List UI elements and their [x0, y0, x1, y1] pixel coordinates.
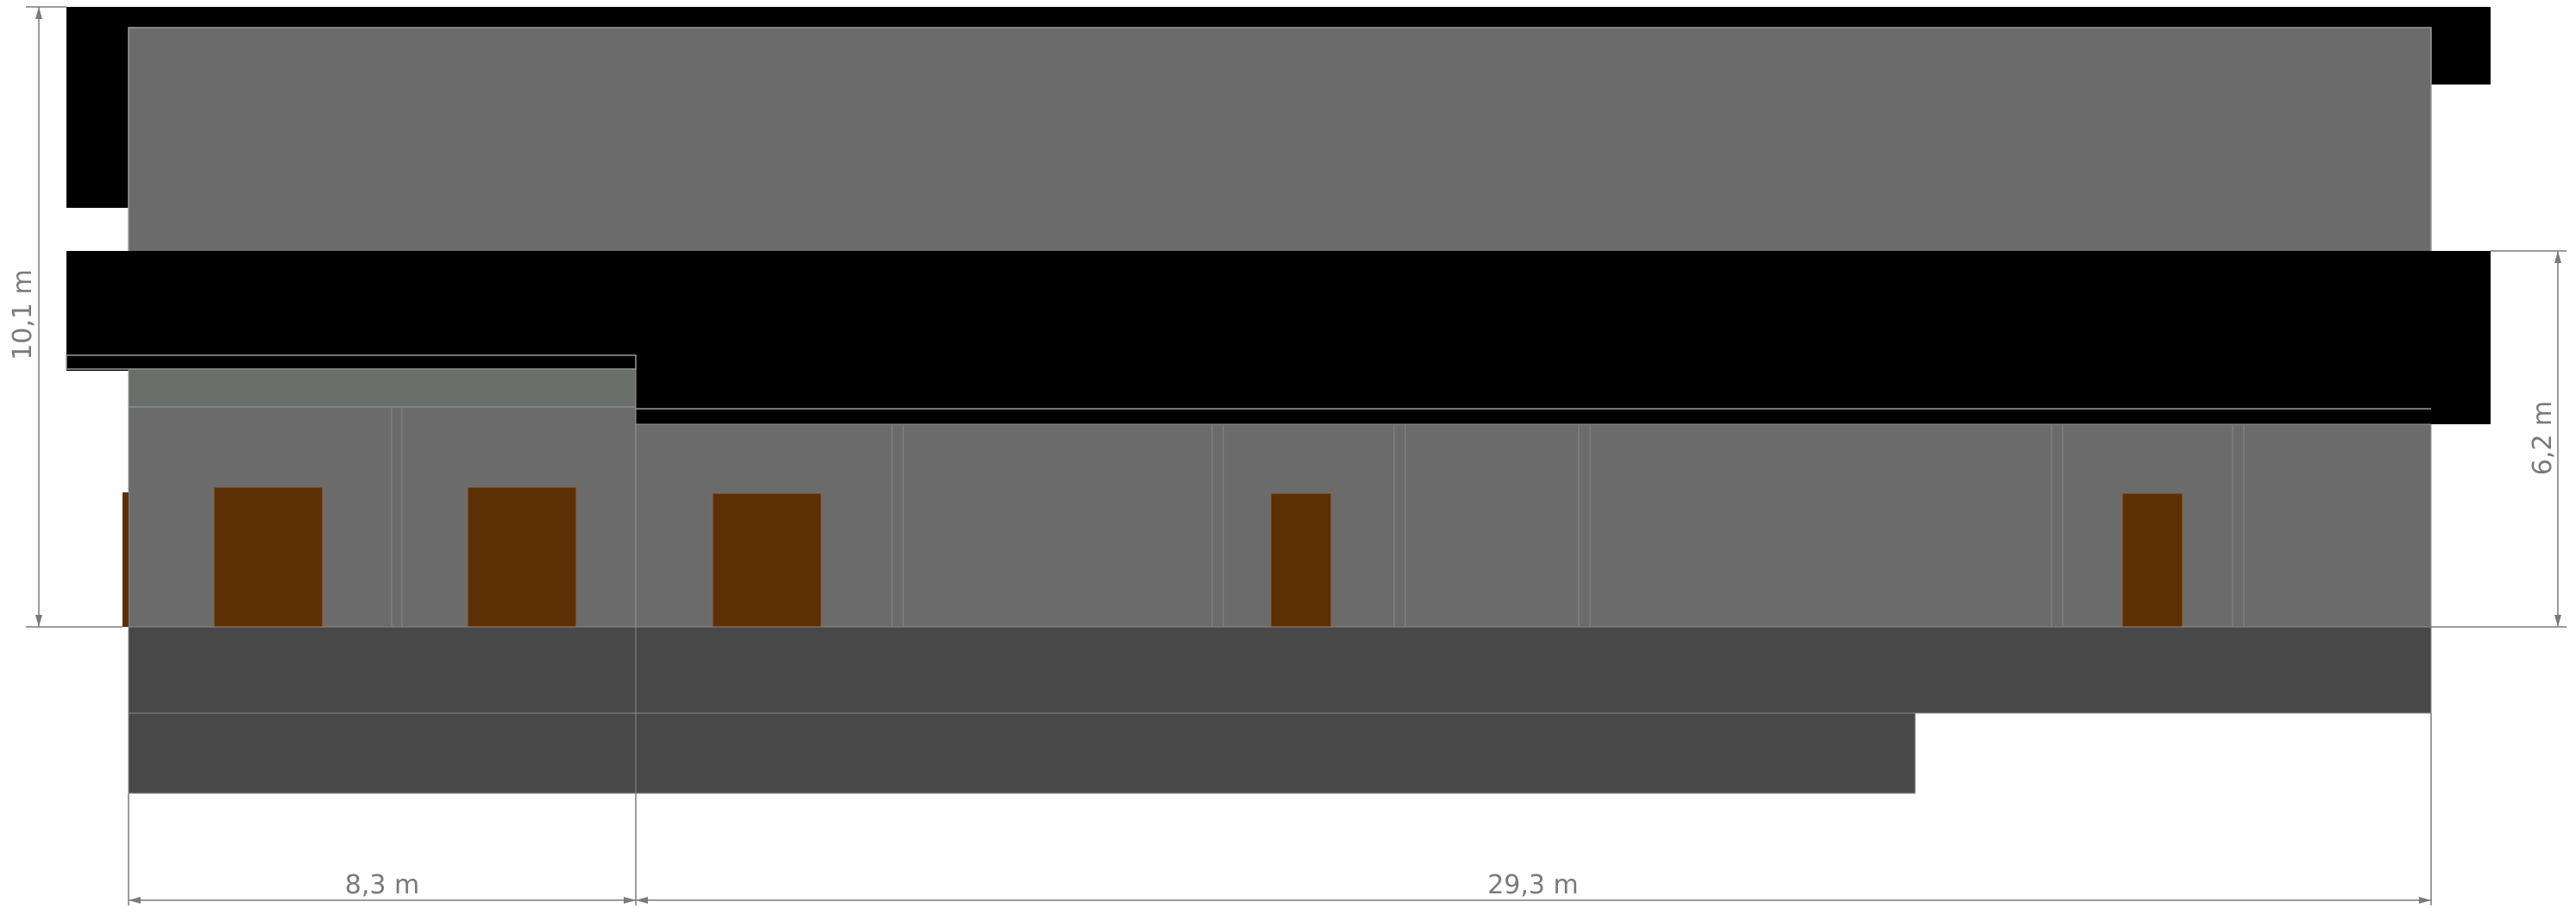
lower-roof-right-fascia [636, 354, 2491, 424]
upper-roof-slab [66, 7, 2491, 28]
dimension-width-left-label: 8,3 m [345, 870, 419, 900]
upper-roof-right-end [2431, 26, 2491, 85]
wall-joints [391, 407, 2245, 627]
lower-roof-left-fascia [66, 354, 636, 371]
terraces [128, 626, 2432, 794]
upper-roof-left-end [66, 26, 129, 208]
dimension-height-total-label: 10,1 m [8, 269, 38, 360]
dimension-widths [128, 713, 2432, 905]
door-5 [2121, 492, 2183, 628]
door-2 [467, 486, 577, 628]
ground-floor [123, 368, 2432, 628]
dimension-height-total [26, 6, 123, 628]
door-1 [213, 486, 324, 628]
dimension-width-right-label: 29,3 m [1487, 870, 1579, 900]
lower-roof-slab [66, 251, 2491, 354]
terrace-lower [128, 712, 1916, 794]
door-3 [712, 492, 822, 628]
dimension-height-lower [2431, 250, 2567, 628]
upper-storey-wall [128, 27, 2432, 256]
door-4 [1270, 492, 1332, 628]
dimension-height-lower-label: 6,2 m [2528, 401, 2558, 475]
left-edge-door-sliver [123, 492, 129, 627]
left-wing-upper-band [128, 368, 637, 408]
lower-roof [66, 251, 2491, 424]
upper-roof [66, 7, 2491, 208]
terrace-upper [128, 626, 2432, 714]
